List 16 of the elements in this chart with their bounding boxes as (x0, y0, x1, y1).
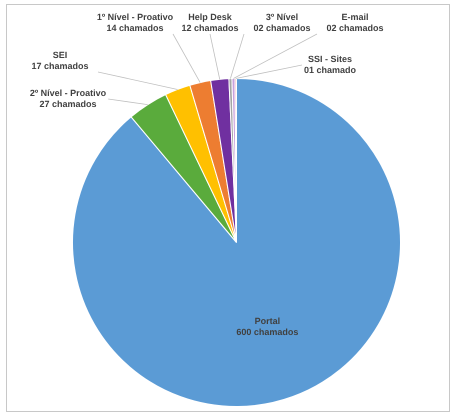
slice-label: Help Desk (188, 12, 233, 22)
slice-label: SEI (52, 50, 68, 60)
data-label: 27 chamados (39, 98, 97, 109)
data-label: 600 chamados (236, 327, 298, 338)
data-label: 12 chamados (181, 22, 239, 33)
data-label: 17 chamados (31, 60, 89, 71)
slice-label: 2º Nível - Proativo (30, 88, 107, 98)
data-label: 01 chamado (304, 64, 357, 75)
slice-label: Portal (254, 316, 280, 326)
slice-label: 3º Nível (266, 12, 298, 22)
data-label: 02 chamados (253, 22, 311, 33)
slice-label: SSI - Sites (308, 54, 352, 64)
slice-label: E-mail (341, 12, 369, 22)
data-label: 02 chamados (326, 22, 384, 33)
slice-label: 1º Nível - Proativo (96, 12, 174, 22)
data-label: 14 chamados (106, 22, 164, 33)
